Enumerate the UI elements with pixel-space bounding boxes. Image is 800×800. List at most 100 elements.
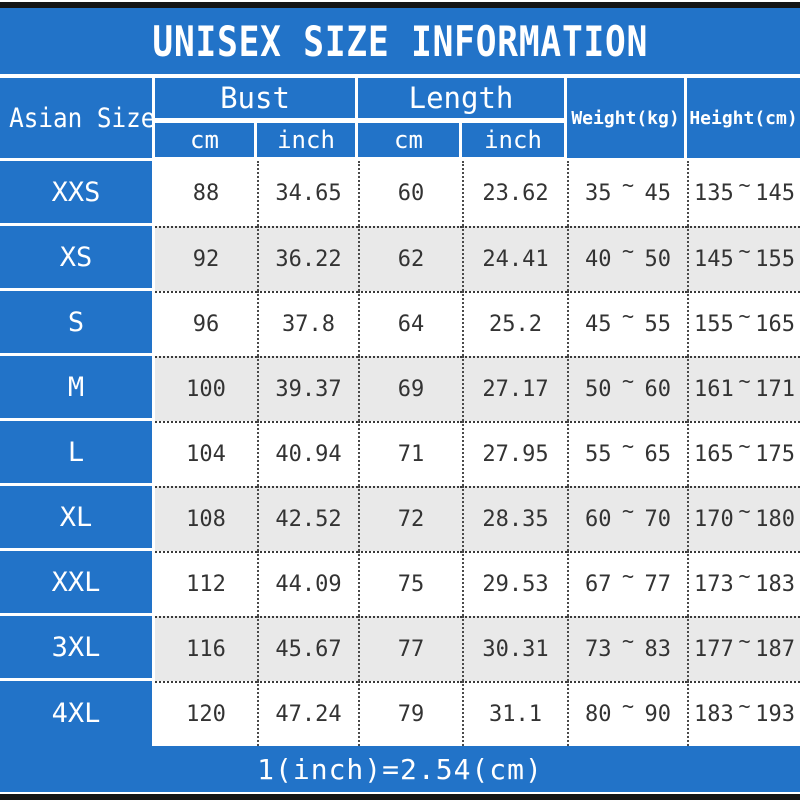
weight-range-cell: 60 ~ 70 (567, 486, 687, 551)
tilde-separator: ~ (738, 628, 751, 653)
height-range-cell: 183 ~ 193 (687, 681, 800, 746)
length-inch-cell: 30.31 (462, 616, 567, 681)
height-min: 135 (694, 181, 734, 206)
conversion-note: 1(inch)=2.54(cm) (257, 752, 543, 786)
bust-inch-cell: 39.37 (257, 356, 358, 421)
tilde-separator: ~ (621, 172, 635, 197)
bust-inch-cell: 44.09 (257, 551, 358, 616)
bust-inch-cell: 45.67 (257, 616, 358, 681)
weight-min: 35 (585, 181, 612, 206)
height-min: 155 (694, 312, 734, 337)
height-max: 180 (755, 507, 795, 532)
height-max: 175 (755, 442, 795, 467)
header-height: Height(cm) (687, 78, 800, 158)
length-cm-cell: 79 (358, 681, 462, 746)
conversion-footer: 1(inch)=2.54(cm) (0, 746, 800, 792)
title-banner: UNISEX SIZE INFORMATION (0, 8, 800, 74)
weight-range-cell: 67 ~ 77 (567, 551, 687, 616)
height-range-cell: 161 ~ 171 (687, 356, 800, 421)
height-range-cell: 173 ~ 183 (687, 551, 800, 616)
header-length-group: Length (358, 78, 567, 121)
length-inch-cell: 31.1 (462, 681, 567, 746)
size-label-cell: L (0, 421, 155, 486)
weight-max: 60 (644, 377, 671, 402)
weight-min: 80 (585, 702, 612, 727)
tilde-separator: ~ (621, 563, 635, 588)
table-body: XXS 88 34.65 60 23.62 35 ~ 45 135 ~ 145 … (0, 161, 800, 746)
tilde-separator: ~ (738, 433, 751, 458)
bottom-border-bar (0, 794, 800, 800)
height-max: 155 (755, 247, 795, 272)
weight-range-cell: 73 ~ 83 (567, 616, 687, 681)
length-cm-cell: 75 (358, 551, 462, 616)
size-label-cell: XS (0, 226, 155, 291)
height-range-cell: 135 ~ 145 (687, 161, 800, 226)
size-label-cell: XXS (0, 161, 155, 226)
bust-inch-cell: 34.65 (257, 161, 358, 226)
bust-cm-cell: 92 (155, 226, 257, 291)
length-inch-cell: 25.2 (462, 291, 567, 356)
tilde-separator: ~ (621, 498, 635, 523)
bust-cm-cell: 112 (155, 551, 257, 616)
height-min: 173 (694, 572, 734, 597)
bust-inch-cell: 37.8 (257, 291, 358, 356)
height-min: 170 (694, 507, 734, 532)
height-max: 193 (755, 702, 795, 727)
weight-max: 83 (644, 637, 671, 662)
height-min: 177 (694, 637, 734, 662)
size-label-cell: 3XL (0, 616, 155, 681)
length-inch-cell: 27.95 (462, 421, 567, 486)
bust-cm-cell: 96 (155, 291, 257, 356)
bust-cm-cell: 120 (155, 681, 257, 746)
size-label-cell: XL (0, 486, 155, 551)
bust-cm-cell: 108 (155, 486, 257, 551)
tilde-separator: ~ (738, 303, 751, 328)
header-bust-group: Bust (155, 78, 358, 121)
weight-max: 90 (644, 702, 671, 727)
height-range-cell: 170 ~ 180 (687, 486, 800, 551)
weight-range-cell: 45 ~ 55 (567, 291, 687, 356)
length-inch-cell: 27.17 (462, 356, 567, 421)
table-header: Asian Size Bust Length Weight(kg) Height… (0, 78, 800, 158)
length-cm-cell: 64 (358, 291, 462, 356)
tilde-separator: ~ (621, 368, 635, 393)
length-inch-cell: 23.62 (462, 161, 567, 226)
header-bust-inch: inch (257, 122, 358, 157)
size-label-cell: 4XL (0, 681, 155, 746)
length-inch-cell: 28.35 (462, 486, 567, 551)
weight-range-cell: 40 ~ 50 (567, 226, 687, 291)
height-range-cell: 145 ~ 155 (687, 226, 800, 291)
weight-max: 45 (644, 181, 671, 206)
bust-inch-cell: 42.52 (257, 486, 358, 551)
bust-cm-cell: 88 (155, 161, 257, 226)
height-range-cell: 155 ~ 165 (687, 291, 800, 356)
height-max: 171 (755, 377, 795, 402)
bust-inch-cell: 47.24 (257, 681, 358, 746)
weight-max: 55 (644, 312, 671, 337)
weight-min: 40 (585, 247, 612, 272)
weight-max: 65 (644, 442, 671, 467)
tilde-separator: ~ (738, 693, 751, 718)
tilde-separator: ~ (738, 238, 751, 263)
weight-max: 70 (644, 507, 671, 532)
bust-inch-cell: 40.94 (257, 421, 358, 486)
weight-min: 45 (585, 312, 612, 337)
length-cm-cell: 69 (358, 356, 462, 421)
height-min: 183 (694, 702, 734, 727)
weight-min: 60 (585, 507, 612, 532)
bust-cm-cell: 116 (155, 616, 257, 681)
weight-min: 73 (585, 637, 612, 662)
height-max: 183 (755, 572, 795, 597)
height-min: 145 (694, 247, 734, 272)
tilde-separator: ~ (738, 172, 751, 197)
length-inch-cell: 24.41 (462, 226, 567, 291)
height-range-cell: 177 ~ 187 (687, 616, 800, 681)
header-bust-cm: cm (155, 122, 257, 157)
length-cm-cell: 77 (358, 616, 462, 681)
tilde-separator: ~ (738, 368, 751, 393)
top-border-bar (0, 2, 800, 8)
height-max: 145 (755, 181, 795, 206)
tilde-separator: ~ (621, 433, 635, 458)
height-max: 187 (755, 637, 795, 662)
